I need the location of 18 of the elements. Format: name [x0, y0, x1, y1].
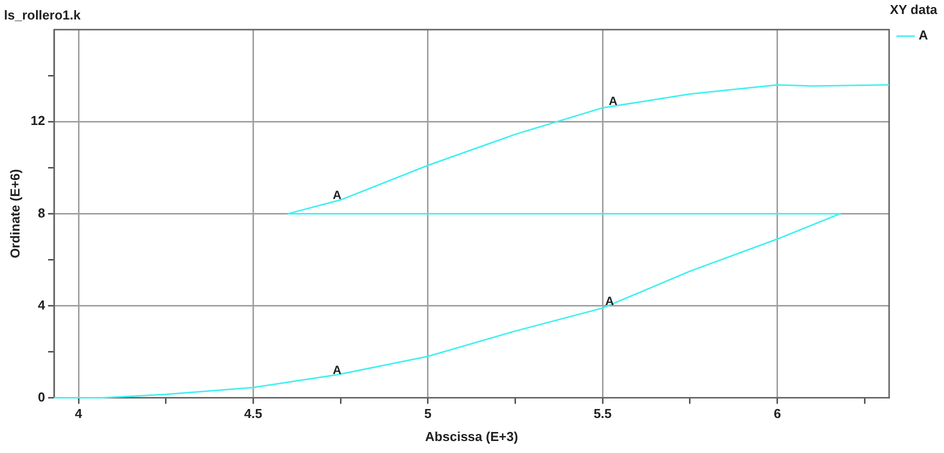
x-tick-label: 5 — [424, 406, 432, 422]
annotation: A — [605, 294, 614, 308]
x-axis-title: Abscissa (E+3) — [425, 428, 518, 444]
x-tick-label: 4.5 — [244, 406, 262, 422]
y-tick-label: 4 — [38, 297, 46, 312]
legend-label: A — [918, 28, 929, 43]
legend-title: XY data — [890, 2, 938, 18]
annotation: A — [608, 94, 618, 108]
y-tick-label: 12 — [30, 113, 46, 128]
y-tick-label: 0 — [38, 389, 46, 404]
y-tick-label: 8 — [38, 205, 46, 220]
chart-title: ls_rollero1.k — [4, 7, 82, 22]
y-axis-title: Ordinate (E+6) — [7, 169, 22, 258]
x-tick-label: 5.5 — [594, 406, 612, 422]
x-tick-label: 6 — [774, 406, 781, 422]
annotation: A — [332, 363, 342, 378]
x-tick-label: 4 — [74, 406, 83, 422]
annotation: A — [332, 188, 342, 202]
